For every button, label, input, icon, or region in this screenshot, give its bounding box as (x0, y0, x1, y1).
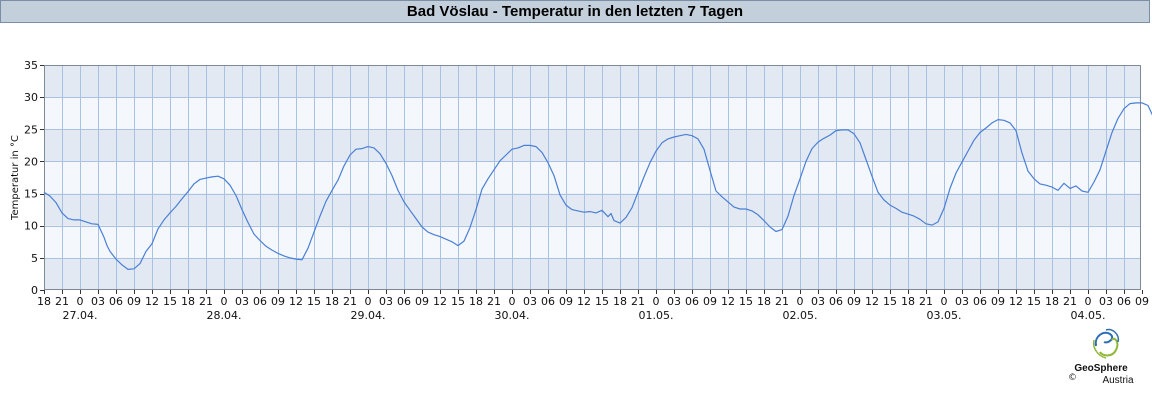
y-tick-label: 35 (24, 59, 38, 72)
x-tick-label: 15 (739, 295, 753, 308)
x-tick-label: 18 (469, 295, 483, 308)
chart-title: Bad Vöslau - Temperatur in den letzten 7… (406, 3, 744, 20)
x-tick-label: 0 (653, 295, 660, 308)
x-tick-label: 0 (1085, 295, 1092, 308)
x-tick-label: 21 (343, 295, 357, 308)
y-tick-label: 5 (31, 252, 38, 265)
x-tick-label: 0 (77, 295, 84, 308)
x-tick-label: 21 (55, 295, 69, 308)
date-label: 02.05. (783, 309, 818, 322)
logo-name: GeoSphere (1074, 363, 1128, 374)
x-tick-label: 21 (631, 295, 645, 308)
x-tick-label: 15 (451, 295, 465, 308)
date-label: 01.05. (639, 309, 674, 322)
x-tick-label: 18 (613, 295, 627, 308)
date-label: 04.05. (1071, 309, 1106, 322)
y-tick-label: 15 (24, 188, 38, 201)
plot-band (44, 257, 1141, 290)
x-tick-label: 06 (829, 295, 843, 308)
x-tick-label: 18 (757, 295, 771, 308)
x-tick-label: 15 (307, 295, 321, 308)
x-tick-label: 09 (559, 295, 573, 308)
geosphere-logo: GeoSphere © Austria (1062, 326, 1150, 388)
date-label: 03.05. (927, 309, 962, 322)
y-tick-label: 25 (24, 123, 38, 136)
x-tick-label: 03 (811, 295, 825, 308)
plot-band (44, 193, 1141, 226)
date-label: 29.04. (351, 309, 386, 322)
x-tick-label: 03 (955, 295, 969, 308)
y-axis-label: Temperatur in °C (10, 135, 21, 221)
date-label: 28.04. (207, 309, 242, 322)
x-tick-label: 06 (1117, 295, 1131, 308)
x-tick-label: 21 (199, 295, 213, 308)
x-tick-label: 18 (37, 295, 51, 308)
x-tick-label: 12 (433, 295, 447, 308)
x-tick-label: 0 (797, 295, 804, 308)
x-tick-label: 21 (775, 295, 789, 308)
x-tick-label: 06 (685, 295, 699, 308)
x-tick-label: 15 (883, 295, 897, 308)
x-tick-label: 09 (703, 295, 717, 308)
x-tick-label: 15 (595, 295, 609, 308)
x-tick-label: 0 (221, 295, 228, 308)
x-tick-label: 0 (941, 295, 948, 308)
x-tick-label: 03 (1099, 295, 1113, 308)
plot-background (44, 65, 1141, 290)
plot-frame (44, 65, 1141, 290)
x-tick-label: 06 (541, 295, 555, 308)
x-tick-label: 21 (1063, 295, 1077, 308)
date-label: 30.04. (495, 309, 530, 322)
x-tick-label: 03 (523, 295, 537, 308)
x-tick-label: 09 (991, 295, 1005, 308)
x-tick-label: 03 (379, 295, 393, 308)
x-tick-label: 21 (919, 295, 933, 308)
x-tick-label: 18 (181, 295, 195, 308)
temperature-series-line (43, 102, 1152, 270)
x-tick-label: 21 (487, 295, 501, 308)
x-tick-label: 12 (145, 295, 159, 308)
x-tick-label: 09 (127, 295, 141, 308)
y-tick-label: 20 (24, 155, 38, 168)
date-label: 27.04. (63, 309, 98, 322)
x-tick-label: 18 (901, 295, 915, 308)
y-tick-label: 10 (24, 220, 38, 233)
x-tick-label: 18 (1045, 295, 1059, 308)
x-tick-label: 12 (577, 295, 591, 308)
x-tick-label: 06 (253, 295, 267, 308)
x-tick-label: 09 (1135, 295, 1149, 308)
x-tick-label: 09 (847, 295, 861, 308)
x-tick-label: 18 (325, 295, 339, 308)
x-tick-label: 0 (365, 295, 372, 308)
x-tick-label: 06 (109, 295, 123, 308)
chart-title-bar: Bad Vöslau - Temperatur in den letzten 7… (0, 0, 1150, 23)
x-tick-label: 06 (397, 295, 411, 308)
x-tick-label: 12 (865, 295, 879, 308)
x-tick-label: 09 (415, 295, 429, 308)
x-tick-label: 15 (1027, 295, 1041, 308)
x-tick-label: 06 (973, 295, 987, 308)
geosphere-logo-icon (1092, 328, 1120, 359)
y-tick-label: 30 (24, 91, 38, 104)
x-tick-label: 09 (271, 295, 285, 308)
logo-copyright: © (1068, 373, 1077, 383)
plot-band (44, 129, 1141, 162)
logo-sub: Austria (1102, 375, 1134, 386)
x-tick-label: 03 (667, 295, 681, 308)
x-tick-label: 0 (509, 295, 516, 308)
x-tick-label: 15 (163, 295, 177, 308)
x-tick-label: 12 (721, 295, 735, 308)
y-tick-label: 0 (31, 284, 38, 297)
x-tick-label: 03 (91, 295, 105, 308)
x-tick-label: 12 (1009, 295, 1023, 308)
x-tick-label: 03 (235, 295, 249, 308)
x-tick-label: 12 (289, 295, 303, 308)
plot-band (44, 65, 1141, 98)
